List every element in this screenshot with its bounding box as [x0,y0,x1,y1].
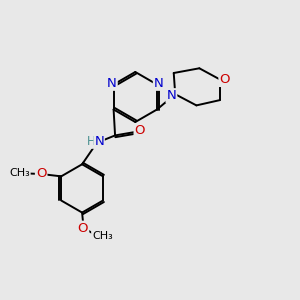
Text: CH₃: CH₃ [9,168,30,178]
Text: N: N [154,77,164,90]
Text: N: N [167,89,176,102]
Text: H: H [87,135,95,148]
Text: O: O [36,167,46,181]
Text: O: O [78,222,88,235]
Text: CH₃: CH₃ [92,231,113,241]
Text: O: O [135,124,145,137]
Text: N: N [107,77,117,90]
Text: O: O [219,73,230,86]
Text: N: N [94,135,104,148]
